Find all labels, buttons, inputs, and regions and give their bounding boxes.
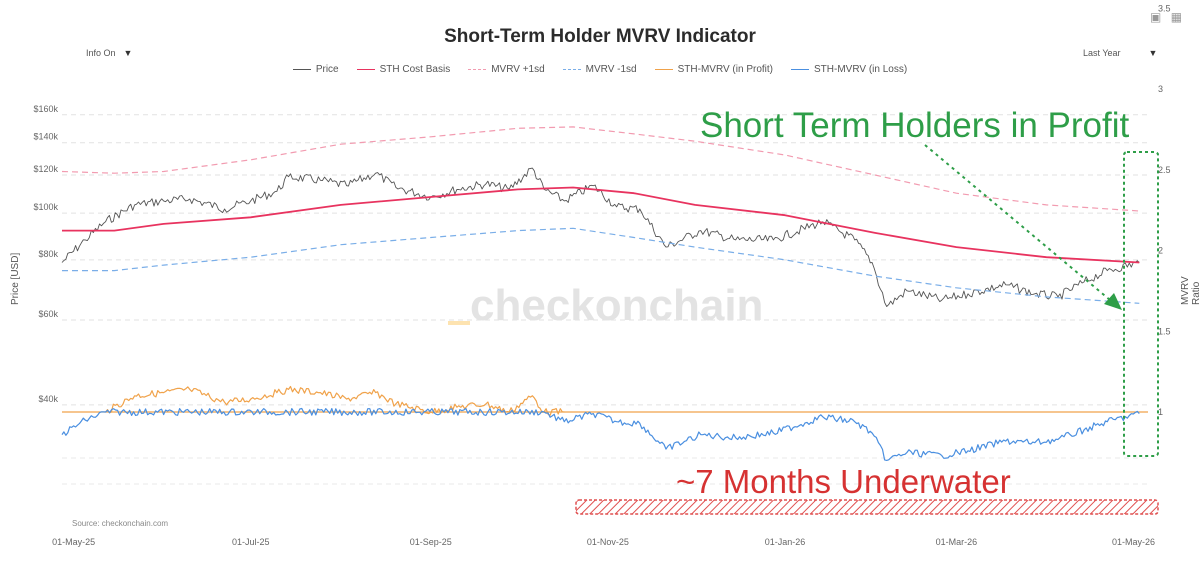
y-tick-label: $160k	[33, 104, 58, 114]
chevron-down-icon: ▼	[123, 48, 133, 58]
annotation-profit-box	[1123, 151, 1159, 457]
legend-item-sth-cost-basis[interactable]: STH Cost Basis	[356, 64, 451, 75]
chart-title: Short-Term Holder MVRV Indicator	[444, 26, 756, 47]
annotation-underwater-bar	[575, 499, 1159, 515]
y2-tick-label: 1.5	[1158, 326, 1171, 336]
y2-tick-label: 2.5	[1158, 165, 1171, 175]
info-toggle-label: Info On	[86, 48, 116, 58]
series-sth-mvrv-profit	[105, 385, 565, 416]
legend-swatch	[292, 69, 311, 70]
legend-item-sth-mvrv-profit[interactable]: STH-MVRV (in Profit)	[654, 64, 773, 75]
legend-label: MVRV +1sd	[491, 64, 545, 75]
x-tick-label: 01-May-25	[52, 537, 95, 547]
legend-label: Price	[315, 64, 339, 75]
legend-item-mvrv-minus-1sd[interactable]: MVRV -1sd	[562, 64, 637, 75]
y-tick-label: $60k	[38, 309, 58, 319]
series-mvrv-minus-1sd	[62, 227, 1140, 304]
camera-icon[interactable]: ▣	[1150, 10, 1162, 24]
x-tick-label: 01-Jan-26	[765, 537, 806, 547]
legend-label: STH-MVRV (in Loss)	[814, 64, 908, 75]
y2-tick-label: 2	[1158, 246, 1163, 256]
annotation-arrow-head	[1104, 293, 1122, 310]
legend-swatch	[791, 69, 809, 70]
range-select-label: Last Year	[1083, 48, 1121, 58]
y2-tick-label: 3	[1158, 84, 1163, 94]
toolbar-icons: ▣ ▦	[1150, 10, 1182, 24]
x-tick-label: 01-Mar-26	[936, 537, 978, 547]
legend-label: STH-MVRV (in Profit)	[677, 64, 773, 75]
series-sth-mvrv-loss	[61, 407, 1140, 461]
y-tick-label: $140k	[33, 132, 58, 142]
y-tick-label: $40k	[38, 394, 58, 404]
series-sth-cost-basis	[62, 186, 1140, 264]
annotation-profit: Short Term Holders in Profit	[700, 106, 1130, 145]
data-icon[interactable]: ▦	[1170, 10, 1183, 24]
range-select[interactable]: Last Year ▼	[1083, 48, 1157, 58]
series-mvrv-plus-1sd	[61, 126, 1140, 212]
watermark-mark	[448, 321, 470, 325]
y2-tick-label: 1	[1158, 407, 1163, 417]
legend-item-price[interactable]: Price	[292, 64, 339, 75]
series-price	[61, 167, 1140, 307]
x-tick-label: 01-May-26	[1112, 537, 1155, 547]
y-tick-label: $120k	[33, 164, 58, 174]
watermark: checkonchain	[470, 281, 763, 330]
y-tick-label: $100k	[33, 202, 58, 212]
chevron-down-icon: ▼	[1148, 48, 1158, 58]
legend-label: STH Cost Basis	[379, 64, 451, 75]
legend-item-sth-mvrv-loss[interactable]: STH-MVRV (in Loss)	[791, 64, 907, 75]
legend-label: MVRV -1sd	[585, 64, 637, 75]
legend-swatch	[356, 69, 375, 70]
legend-item-mvrv-plus-1sd[interactable]: MVRV +1sd	[468, 64, 545, 75]
legend: Price STH Cost Basis MVRV +1sd MVRV -1sd…	[0, 64, 1200, 75]
x-tick-label: 01-Sep-25	[410, 537, 452, 547]
legend-swatch	[468, 69, 487, 70]
y2-tick-label: 3.5	[1158, 3, 1171, 13]
x-tick-label: 01-Jul-25	[232, 537, 270, 547]
legend-swatch	[654, 69, 673, 70]
annotation-underwater: ~7 Months Underwater	[676, 463, 1011, 500]
info-toggle[interactable]: Info On ▼	[86, 48, 132, 58]
y-tick-label: $80k	[38, 249, 58, 259]
legend-swatch	[562, 69, 581, 70]
annotation-arrow-line	[924, 144, 1111, 301]
source-label: Source: checkonchain.com	[72, 519, 168, 528]
x-tick-label: 01-Nov-25	[587, 537, 629, 547]
